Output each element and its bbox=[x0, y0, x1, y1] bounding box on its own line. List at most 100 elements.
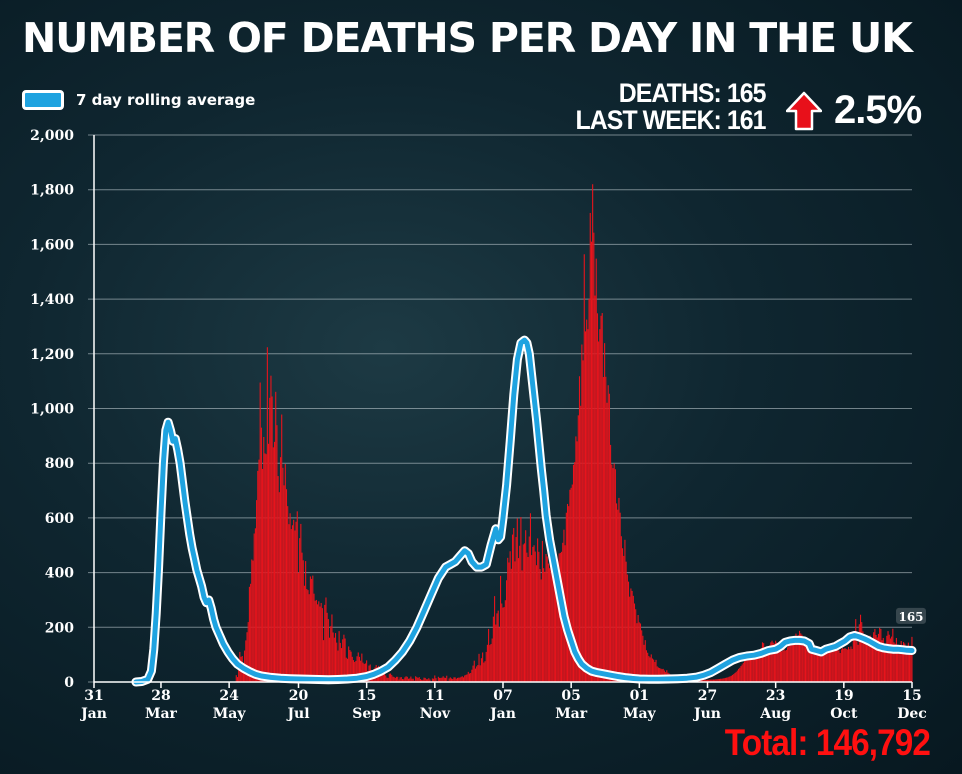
y-tick-label: 400 bbox=[45, 566, 74, 582]
daily-death-bar bbox=[269, 397, 271, 682]
daily-death-bar bbox=[392, 676, 394, 682]
daily-death-bar bbox=[450, 678, 453, 682]
daily-death-bar bbox=[645, 650, 648, 682]
daily-death-bar bbox=[716, 679, 718, 682]
daily-death-bar bbox=[798, 630, 801, 682]
daily-death-bar bbox=[656, 666, 658, 682]
daily-death-bar bbox=[749, 658, 752, 682]
daily-death-bar bbox=[863, 634, 865, 682]
daily-death-bar bbox=[606, 402, 608, 682]
daily-death-bar bbox=[653, 659, 655, 682]
page-title: NUMBER OF DEATHS PER DAY IN THE UK bbox=[22, 14, 913, 62]
daily-death-bar bbox=[575, 436, 577, 682]
daily-death-bar bbox=[358, 656, 360, 682]
daily-death-bar bbox=[710, 679, 712, 682]
daily-death-bar bbox=[406, 676, 408, 682]
daily-death-bar bbox=[345, 657, 347, 682]
daily-death-bar bbox=[733, 674, 735, 682]
daily-death-bar bbox=[765, 648, 767, 682]
daily-death-bar bbox=[806, 637, 808, 682]
daily-death-bar bbox=[735, 671, 737, 682]
daily-death-bar bbox=[578, 376, 581, 682]
daily-death-bar bbox=[479, 665, 481, 682]
daily-death-bar bbox=[264, 453, 266, 682]
daily-death-bar bbox=[907, 642, 909, 682]
daily-death-bar bbox=[791, 643, 793, 682]
y-axis-ticks: 0 200 400 600 800 1,000 1,200 1,400 1,600 1,800 2,… bbox=[30, 128, 95, 691]
daily-death-bar bbox=[522, 544, 524, 682]
daily-death-bar bbox=[256, 500, 258, 682]
x-tick-day: 27 bbox=[698, 688, 717, 704]
daily-death-bar bbox=[303, 585, 305, 682]
daily-death-bar bbox=[802, 637, 804, 682]
daily-death-bar bbox=[742, 662, 744, 682]
daily-death-bar bbox=[434, 675, 436, 682]
daily-death-bar bbox=[535, 565, 537, 682]
daily-death-bar bbox=[446, 675, 448, 682]
daily-death-bar bbox=[295, 521, 297, 682]
y-tick-label: 1,800 bbox=[30, 183, 74, 199]
daily-death-bar bbox=[472, 665, 474, 682]
daily-death-bar bbox=[826, 649, 828, 682]
daily-death-bar bbox=[319, 606, 321, 682]
daily-death-bar bbox=[515, 537, 517, 682]
daily-death-bar bbox=[759, 649, 761, 682]
x-tick-day: 15 bbox=[357, 688, 376, 704]
x-tick-day: 24 bbox=[219, 688, 239, 704]
daily-death-bar bbox=[464, 675, 466, 682]
daily-death-bar bbox=[526, 552, 528, 682]
daily-death-bar bbox=[619, 512, 621, 682]
daily-death-bar bbox=[266, 347, 268, 682]
daily-death-bar bbox=[411, 678, 413, 682]
daily-death-bar bbox=[732, 674, 734, 682]
daily-death-bar bbox=[314, 600, 316, 682]
daily-death-bar bbox=[821, 649, 823, 682]
daily-death-bar bbox=[746, 659, 748, 682]
daily-death-bar bbox=[822, 650, 824, 682]
daily-death-bar bbox=[556, 572, 558, 682]
daily-death-bar bbox=[635, 609, 637, 682]
daily-death-bar bbox=[541, 540, 543, 682]
daily-death-bar bbox=[818, 648, 820, 682]
daily-death-bar bbox=[778, 649, 780, 682]
daily-death-bar bbox=[848, 646, 850, 682]
daily-death-bar bbox=[296, 511, 298, 682]
daily-death-bar bbox=[407, 678, 410, 682]
daily-death-bar bbox=[498, 627, 500, 682]
daily-death-bar bbox=[888, 634, 890, 682]
daily-death-bar bbox=[287, 506, 289, 682]
daily-death-bar bbox=[272, 447, 274, 682]
x-tick-day: 23 bbox=[766, 688, 785, 704]
daily-death-bar bbox=[279, 457, 282, 682]
daily-death-bar bbox=[570, 487, 572, 682]
daily-death-bar bbox=[788, 646, 790, 682]
daily-death-bar bbox=[877, 633, 880, 682]
daily-death-bar bbox=[909, 652, 911, 682]
daily-death-bar bbox=[238, 664, 240, 682]
daily-death-bar bbox=[840, 649, 842, 682]
daily-death-bar bbox=[721, 678, 723, 682]
daily-death-bar bbox=[431, 678, 433, 682]
last-value-label-group: 165 bbox=[896, 607, 926, 624]
daily-death-bar bbox=[724, 677, 726, 682]
daily-death-bar bbox=[395, 676, 398, 682]
daily-death-bar bbox=[308, 594, 310, 682]
daily-death-bar bbox=[743, 661, 746, 682]
daily-death-bar bbox=[501, 603, 503, 682]
daily-death-bar bbox=[418, 677, 420, 682]
daily-death-bar bbox=[326, 612, 328, 682]
daily-death-bar bbox=[911, 636, 913, 682]
daily-death-bar bbox=[600, 315, 602, 682]
daily-death-bar bbox=[797, 635, 799, 682]
daily-death-bar bbox=[510, 568, 512, 682]
daily-death-bar bbox=[415, 676, 417, 682]
daily-death-bar bbox=[838, 650, 840, 682]
daily-death-bar bbox=[467, 671, 469, 682]
daily-death-bar bbox=[766, 647, 768, 682]
daily-death-bar bbox=[839, 653, 841, 682]
y-tick-label: 600 bbox=[45, 511, 74, 527]
daily-death-bar bbox=[588, 298, 590, 682]
daily-death-bar bbox=[796, 636, 798, 682]
daily-death-bar bbox=[305, 561, 307, 682]
daily-death-bar bbox=[594, 295, 596, 682]
